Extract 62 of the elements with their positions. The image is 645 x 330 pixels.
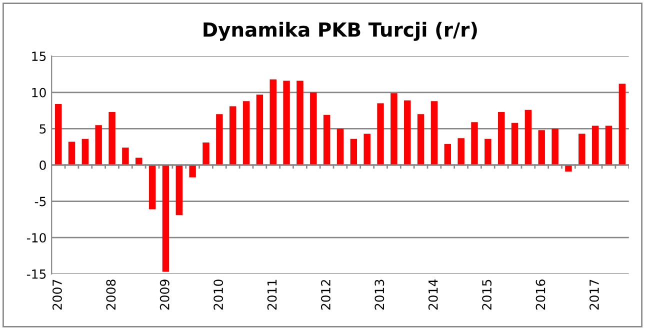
bar	[216, 114, 223, 165]
x-tick-label: 2016	[536, 280, 546, 310]
bar	[189, 165, 196, 178]
bar	[242, 101, 250, 165]
bar	[148, 165, 156, 210]
bar	[82, 138, 89, 165]
bar	[323, 114, 330, 165]
x-tick-label: 2014	[428, 279, 438, 310]
bar	[430, 101, 438, 165]
bar	[390, 93, 398, 165]
bar	[417, 114, 424, 165]
bar	[296, 80, 304, 165]
x-tick-label: 2012	[320, 280, 330, 310]
bar	[404, 100, 411, 165]
x-tick-label: 2015	[482, 280, 492, 310]
x-tick-label: 2017	[589, 280, 599, 310]
bar	[364, 134, 370, 165]
bar	[108, 112, 116, 165]
y-tick-label: -10	[26, 233, 46, 243]
bar	[122, 148, 129, 165]
bar	[498, 112, 505, 165]
bar	[162, 165, 170, 272]
y-tick-label: -5	[34, 196, 46, 206]
bar	[471, 122, 478, 165]
chart-title: Dynamika PKB Turcji (r/r)	[204, 22, 477, 41]
y-tick-label: 5	[40, 124, 46, 134]
y-tick-label: 15	[32, 52, 46, 62]
bar	[484, 138, 492, 165]
x-tick-label: 2008	[106, 280, 116, 310]
y-tick-label: -15	[26, 270, 46, 279]
bar	[283, 80, 290, 165]
bar	[444, 144, 451, 165]
x-tick-label: 2011	[267, 280, 277, 310]
bar	[229, 106, 236, 165]
x-tick-label: 2013	[374, 280, 384, 310]
x-tick-label: 2010	[214, 280, 224, 310]
bar	[511, 122, 518, 165]
bar	[565, 165, 572, 172]
bar	[350, 138, 358, 165]
bar	[310, 92, 317, 165]
bar	[538, 130, 545, 165]
bar	[54, 104, 62, 165]
bar	[95, 125, 102, 165]
bar	[336, 128, 344, 165]
bar	[524, 110, 532, 165]
bar	[578, 134, 586, 165]
bar	[136, 158, 142, 165]
bar	[618, 84, 626, 165]
bar	[202, 142, 210, 165]
bar	[552, 128, 558, 165]
bar	[605, 126, 612, 165]
bar	[270, 79, 276, 165]
bar	[256, 94, 264, 165]
x-tick-label: 2009	[160, 280, 170, 310]
x-tick-label: 2007	[52, 280, 62, 310]
y-tick-label: 0	[40, 160, 46, 170]
bar	[458, 138, 464, 165]
bar	[176, 165, 182, 216]
bar	[377, 103, 384, 165]
bar	[592, 126, 599, 165]
bar	[68, 142, 76, 165]
y-tick-label: 10	[32, 88, 46, 98]
